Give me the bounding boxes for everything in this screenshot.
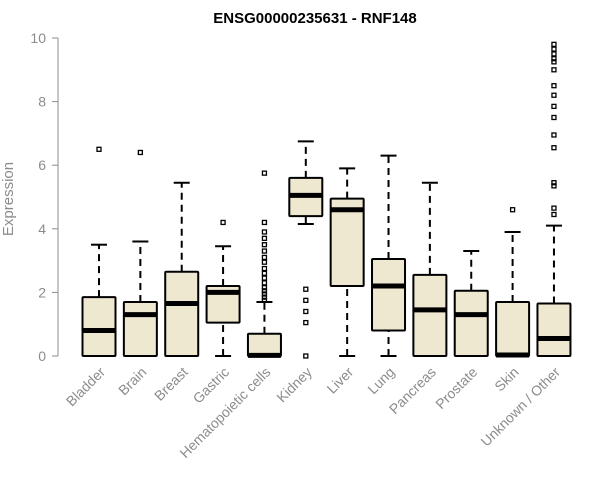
outlier-point xyxy=(551,51,557,57)
outlier-point xyxy=(551,41,557,48)
box-gastric xyxy=(205,219,241,357)
box-iqr xyxy=(412,273,448,357)
outlier-point xyxy=(261,297,268,304)
outlier-point xyxy=(261,248,268,254)
outlier-point xyxy=(261,219,268,226)
outlier-point xyxy=(303,319,309,326)
y-tick-label: 4 xyxy=(38,221,46,237)
box-kidney xyxy=(288,140,324,359)
box-iqr xyxy=(371,258,407,332)
box-iqr xyxy=(205,285,241,324)
y-tick-label: 10 xyxy=(30,30,46,46)
box-iqr xyxy=(453,289,489,357)
outlier-point xyxy=(551,92,557,98)
box-prostate xyxy=(453,250,489,357)
box-iqr xyxy=(122,300,158,358)
box-iqr xyxy=(536,302,572,357)
outlier-point xyxy=(303,286,309,292)
box-brain xyxy=(122,149,158,358)
outlier-point xyxy=(551,180,557,186)
box-breast xyxy=(164,181,200,358)
box-iqr xyxy=(164,270,200,358)
outlier-point xyxy=(261,242,268,248)
box-iqr xyxy=(329,197,365,288)
outlier-point xyxy=(551,56,557,62)
box-iqr xyxy=(495,300,531,358)
chart-title: ENSG00000235631 - RNF148 xyxy=(213,10,416,27)
outlier-point xyxy=(261,275,268,281)
outlier-point xyxy=(261,254,268,261)
outlier-point xyxy=(303,297,309,304)
outlier-point xyxy=(261,270,268,276)
box-unknown-other xyxy=(536,41,572,357)
outlier-point xyxy=(551,145,557,151)
x-tick-label: Liver xyxy=(324,364,357,397)
x-tick-label: Kidney xyxy=(273,364,315,406)
outlier-point xyxy=(551,205,557,211)
outlier-point xyxy=(96,146,102,152)
outlier-point xyxy=(551,114,557,121)
x-tick-label: Brain xyxy=(115,364,149,398)
x-tick-label: Skin xyxy=(491,364,522,395)
box-bladder xyxy=(81,146,117,358)
outlier-point xyxy=(261,235,268,241)
y-tick-label: 0 xyxy=(38,348,46,364)
outlier-point xyxy=(261,291,268,297)
outlier-point xyxy=(551,132,557,138)
outlier-point xyxy=(551,183,557,189)
outlier-point xyxy=(551,59,557,65)
outlier-point xyxy=(261,294,268,300)
y-tick-label: 6 xyxy=(38,157,46,173)
outlier-point xyxy=(261,170,268,176)
x-tick-label: Unknown / Other xyxy=(477,364,563,450)
outlier-point xyxy=(261,259,268,265)
outlier-point xyxy=(261,265,268,272)
outlier-point xyxy=(261,284,268,291)
outlier-point xyxy=(261,229,268,235)
outlier-point xyxy=(551,83,557,89)
x-tick-label: Prostate xyxy=(432,364,480,412)
outlier-point xyxy=(220,219,226,226)
outlier-point xyxy=(551,67,557,73)
outlier-point xyxy=(303,353,309,359)
x-tick-label: Bladder xyxy=(63,364,109,410)
y-tick-label: 8 xyxy=(38,94,46,110)
box-pancreas xyxy=(412,181,448,357)
outlier-point xyxy=(261,280,268,286)
outlier-point xyxy=(551,103,557,110)
box-hematopoietic-cells xyxy=(246,170,282,358)
outlier-point xyxy=(303,308,309,315)
x-tick-label: Breast xyxy=(151,364,191,404)
box-liver xyxy=(329,167,365,357)
y-axis: 0 2 4 6 8 10 xyxy=(30,30,59,364)
y-tick-label: 2 xyxy=(38,284,46,300)
plot-area xyxy=(81,41,572,359)
outlier-point xyxy=(509,207,516,213)
box-iqr xyxy=(81,296,117,358)
box-lung xyxy=(371,154,407,357)
x-tick-label: Lung xyxy=(364,364,397,397)
box-skin xyxy=(495,207,531,358)
outlier-point xyxy=(551,46,557,52)
outlier-point xyxy=(551,211,557,218)
outlier-point xyxy=(137,149,144,156)
box-iqr xyxy=(246,332,282,357)
y-axis-title: Expression xyxy=(0,162,17,236)
outlier-point xyxy=(261,288,268,294)
